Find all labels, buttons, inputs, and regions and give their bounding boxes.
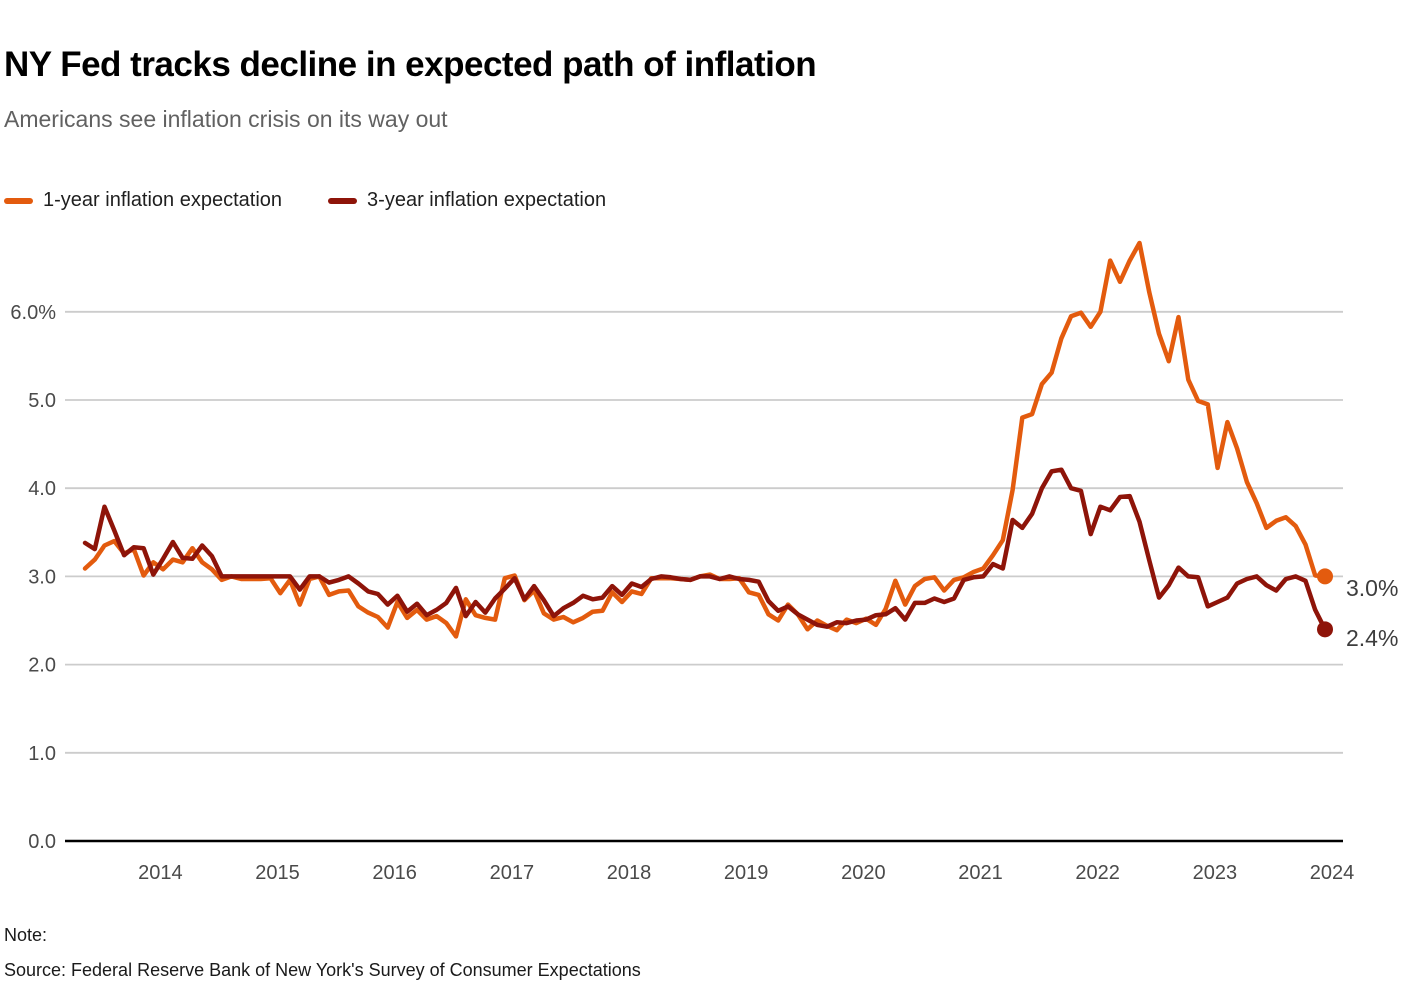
three-year-line-swatch	[328, 197, 358, 204]
y-tick-label: 3.0	[28, 566, 56, 588]
y-tick-label: 6.0%	[10, 302, 56, 324]
y-tick-label: 0.0	[28, 831, 56, 853]
end-label-3-year: 2.4%	[1346, 625, 1399, 651]
end-label-1-year: 3.0%	[1346, 575, 1399, 601]
legend-item-1-year: 1-year inflation expectation	[4, 189, 282, 212]
x-tick-label: 2017	[490, 862, 535, 884]
note-label: Note:	[4, 925, 48, 945]
x-tick-label: 2014	[138, 862, 183, 884]
x-tick-label: 2023	[1193, 862, 1238, 884]
x-tick-label: 2019	[724, 862, 769, 884]
one-year-line-end-dot	[1317, 568, 1333, 585]
legend-item-3-year: 3-year inflation expectation	[328, 189, 606, 212]
three-year-line	[82, 467, 1328, 632]
one-year-line	[82, 240, 1328, 639]
x-tick-label: 2024	[1310, 862, 1355, 884]
y-tick-label: 2.0	[28, 655, 56, 677]
one-year-line-swatch	[4, 197, 33, 204]
x-tick-label: 2018	[607, 862, 652, 884]
x-tick-label: 2020	[841, 862, 886, 884]
x-tick-label: 2016	[372, 862, 417, 884]
page-title: NY Fed tracks decline in expected path o…	[4, 45, 817, 85]
page-subtitle: Americans see inflation crisis on its wa…	[4, 106, 448, 132]
x-tick-label: 2022	[1075, 862, 1120, 884]
source-credit: Source: Federal Reserve Bank of New York…	[4, 960, 641, 980]
y-tick-label: 5.0	[28, 390, 56, 412]
x-tick-label: 2021	[958, 862, 1003, 884]
legend-label-3-year: 3-year inflation expectation	[367, 189, 607, 211]
y-tick-label: 4.0	[28, 478, 56, 500]
legend: 1-year inflation expectation 3-year infl…	[4, 189, 606, 212]
x-tick-label: 2015	[255, 862, 300, 884]
legend-label-1-year: 1-year inflation expectation	[43, 189, 283, 211]
three-year-line-end-dot	[1317, 621, 1333, 638]
y-tick-label: 1.0	[28, 743, 56, 765]
